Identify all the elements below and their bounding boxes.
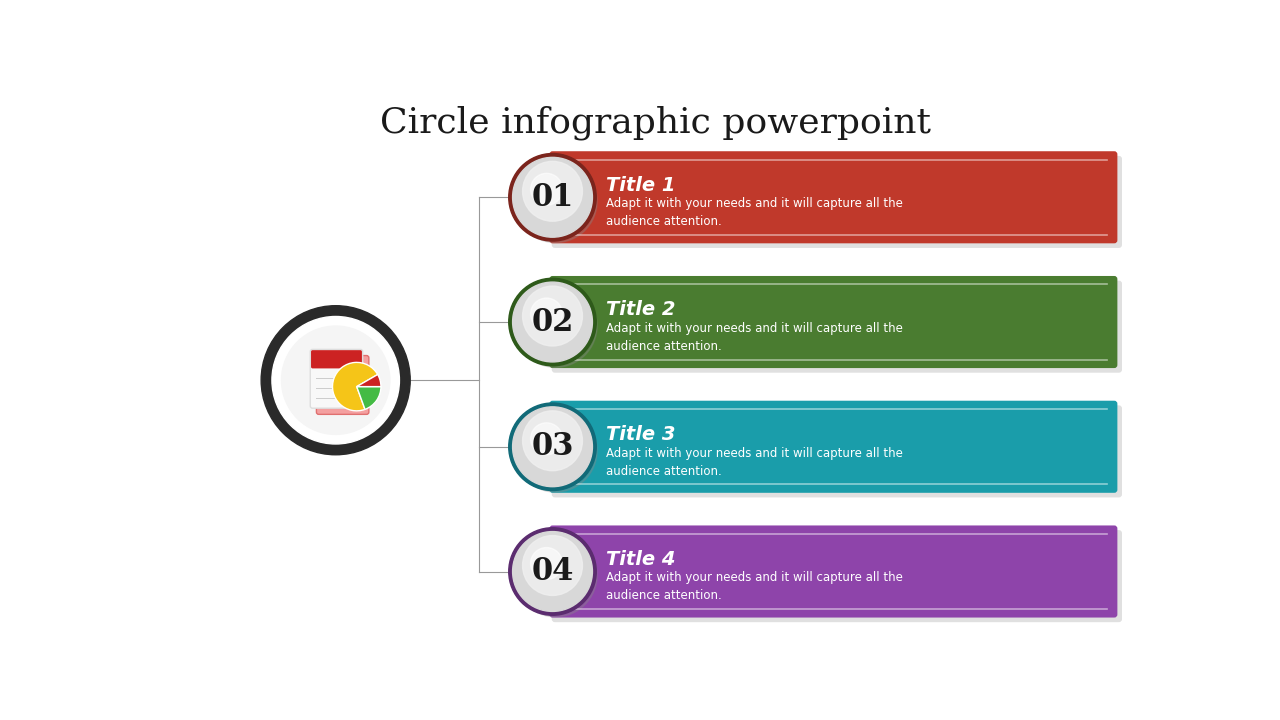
Text: Title 4: Title 4 <box>607 550 676 569</box>
Text: Title 1: Title 1 <box>607 176 676 194</box>
Text: 03: 03 <box>531 431 573 462</box>
FancyBboxPatch shape <box>549 401 1117 492</box>
Text: Adapt it with your needs and it will capture all the
audience attention.: Adapt it with your needs and it will cap… <box>607 446 904 478</box>
Circle shape <box>512 531 593 611</box>
Circle shape <box>512 282 593 362</box>
FancyBboxPatch shape <box>316 356 369 415</box>
Circle shape <box>512 407 593 487</box>
Text: Adapt it with your needs and it will capture all the
audience attention.: Adapt it with your needs and it will cap… <box>607 322 904 353</box>
FancyBboxPatch shape <box>552 156 1123 248</box>
Circle shape <box>508 153 596 241</box>
Circle shape <box>508 528 596 616</box>
Text: 01: 01 <box>531 181 573 213</box>
FancyBboxPatch shape <box>310 349 362 408</box>
Circle shape <box>522 536 582 595</box>
Circle shape <box>515 534 596 617</box>
Circle shape <box>530 174 562 205</box>
Circle shape <box>282 326 390 434</box>
FancyBboxPatch shape <box>549 276 1117 368</box>
Circle shape <box>508 278 596 366</box>
Text: Adapt it with your needs and it will capture all the
audience attention.: Adapt it with your needs and it will cap… <box>607 572 904 603</box>
Text: Adapt it with your needs and it will capture all the
audience attention.: Adapt it with your needs and it will cap… <box>607 197 904 228</box>
FancyBboxPatch shape <box>552 405 1123 498</box>
Circle shape <box>515 284 596 367</box>
FancyBboxPatch shape <box>552 281 1123 373</box>
Wedge shape <box>357 374 381 387</box>
Circle shape <box>530 423 562 455</box>
Circle shape <box>261 306 410 455</box>
Circle shape <box>522 411 582 471</box>
Circle shape <box>515 409 596 492</box>
Wedge shape <box>333 362 378 411</box>
Circle shape <box>530 298 562 330</box>
Circle shape <box>530 547 562 580</box>
Text: Circle infographic powerpoint: Circle infographic powerpoint <box>380 105 932 140</box>
Circle shape <box>522 161 582 221</box>
Wedge shape <box>357 387 381 410</box>
Text: Title 3: Title 3 <box>607 426 676 444</box>
FancyBboxPatch shape <box>552 530 1123 622</box>
Circle shape <box>512 158 593 237</box>
FancyBboxPatch shape <box>549 526 1117 618</box>
Circle shape <box>271 317 399 444</box>
FancyBboxPatch shape <box>549 151 1117 243</box>
Text: 02: 02 <box>531 307 573 338</box>
Text: Title 2: Title 2 <box>607 300 676 320</box>
Circle shape <box>522 286 582 346</box>
FancyBboxPatch shape <box>311 350 362 369</box>
Text: 04: 04 <box>531 556 573 587</box>
Circle shape <box>515 160 596 243</box>
Circle shape <box>508 403 596 490</box>
